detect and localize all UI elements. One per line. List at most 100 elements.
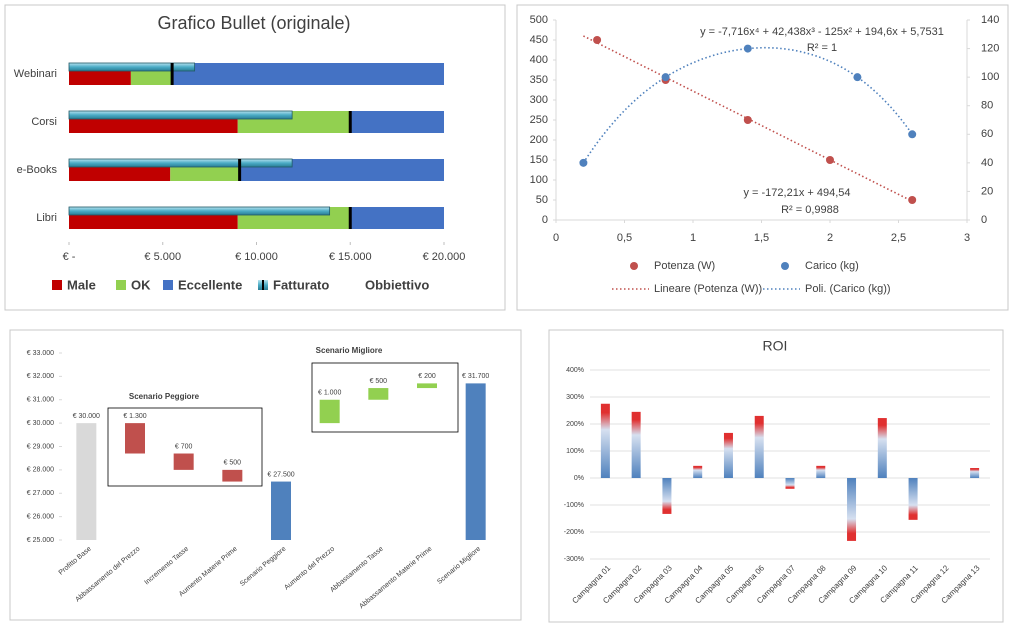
trendline [583, 35, 913, 203]
x-tick-label: € - [63, 251, 76, 263]
bar [816, 465, 826, 478]
y-tick-label: € 26.000 [27, 513, 54, 520]
trend-r2: R² = 1 [807, 42, 837, 54]
legend-marker [630, 262, 638, 270]
panel-roi [548, 329, 1004, 623]
y-tick-label: Webinari [14, 68, 57, 80]
bar [76, 423, 97, 540]
y2-tick-label: 60 [981, 128, 993, 140]
target-marker [170, 63, 174, 85]
actual-bar [68, 62, 196, 72]
point [743, 44, 752, 53]
chart-title: ROI [763, 338, 788, 354]
trend-r2: R² = 0,9988 [781, 204, 839, 216]
y-tick-label: Libri [36, 212, 57, 224]
y-tick-label: € 28.000 [27, 467, 54, 474]
trend-equation: y = -7,716x⁴ + 42,438x³ - 125x² + 194,6x… [700, 26, 944, 38]
scenario-title: Scenario Migliore [316, 346, 383, 355]
bar [222, 469, 243, 482]
y-tick-label: 100 [530, 174, 548, 186]
legend-swatch [262, 280, 264, 290]
x-tick-label: 0 [553, 232, 559, 244]
y-tick-label: € 29.000 [27, 443, 54, 450]
trend-equation: y = -172,21x + 494,54 [743, 187, 850, 199]
range-bar [350, 111, 444, 133]
actual-bar [68, 158, 293, 168]
bar [417, 383, 437, 389]
legend-label: Male [67, 277, 96, 292]
y-tick-label: € 32.000 [27, 373, 54, 380]
y-tick-label: -200% [564, 529, 584, 536]
actual-bar [68, 206, 331, 216]
range-bar [172, 63, 444, 85]
value-label: € 500 [224, 460, 242, 467]
legend-swatch [163, 280, 173, 290]
legend-label: Poli. (Carico (kg)) [805, 283, 891, 295]
y-tick-label: e-Books [17, 164, 58, 176]
y-tick-label: 200 [530, 134, 548, 146]
legend-label: Lineare (Potenza (W)) [654, 283, 762, 295]
bar [368, 388, 389, 400]
legend-swatch [52, 280, 62, 290]
y-tick-label: 0 [542, 214, 548, 226]
value-label: € 500 [370, 378, 388, 385]
bar [754, 415, 764, 478]
point [853, 73, 862, 82]
value-label: € 200 [418, 373, 436, 380]
x-tick-label: 1 [690, 232, 696, 244]
value-label: € 31.700 [462, 373, 489, 380]
legend-label: Obbiettivo [365, 277, 429, 292]
y2-tick-label: 40 [981, 157, 993, 169]
x-tick-label: 3 [964, 232, 970, 244]
point [743, 116, 752, 124]
panel-scatter [516, 4, 1009, 311]
y-tick-label: 300 [530, 94, 548, 106]
actual-bar [68, 110, 293, 120]
panel-bullet [4, 4, 506, 311]
y-tick-label: 50 [536, 194, 548, 206]
y-tick-label: 500 [530, 14, 548, 26]
point [908, 130, 917, 139]
bar [908, 478, 918, 520]
y2-tick-label: 120 [981, 42, 999, 54]
y2-tick-label: 80 [981, 100, 993, 112]
bar [970, 468, 980, 478]
target-marker [348, 207, 352, 229]
y-tick-label: 0% [574, 475, 584, 482]
bar [173, 453, 194, 470]
y-tick-label: € 31.000 [27, 397, 54, 404]
target-marker [348, 111, 352, 133]
y2-tick-label: 0 [981, 214, 987, 226]
point [661, 73, 670, 82]
legend-label: Fatturato [273, 277, 329, 292]
bar [723, 432, 733, 478]
legend-label: Eccellente [178, 277, 242, 292]
y-tick-label: 100% [566, 448, 584, 455]
bar [631, 411, 641, 478]
y-tick-label: € 33.000 [27, 350, 54, 357]
value-label: € 1.300 [123, 413, 146, 420]
bar [662, 478, 672, 514]
x-tick-label: € 20.000 [423, 251, 466, 263]
y-tick-label: 150 [530, 154, 548, 166]
y-tick-label: -300% [564, 556, 584, 563]
point [826, 156, 834, 164]
y2-tick-label: 20 [981, 185, 993, 197]
x-tick-label: 0,5 [617, 232, 632, 244]
x-tick-label: 2 [827, 232, 833, 244]
bar [847, 478, 857, 541]
value-label: € 30.000 [73, 413, 100, 420]
bar [600, 403, 610, 478]
x-tick-label: 2,5 [891, 232, 906, 244]
scenario-box [107, 407, 263, 487]
y-tick-label: € 30.000 [27, 420, 54, 427]
y-tick-label: € 27.000 [27, 490, 54, 497]
legend-label: Carico (kg) [805, 260, 859, 272]
x-tick-label: € 5.000 [144, 251, 181, 263]
y2-tick-label: 100 [981, 71, 999, 83]
scenario-title: Scenario Peggiore [129, 392, 200, 401]
y-tick-label: 300% [566, 394, 584, 401]
y-tick-label: 350 [530, 74, 548, 86]
y-tick-label: 200% [566, 421, 584, 428]
